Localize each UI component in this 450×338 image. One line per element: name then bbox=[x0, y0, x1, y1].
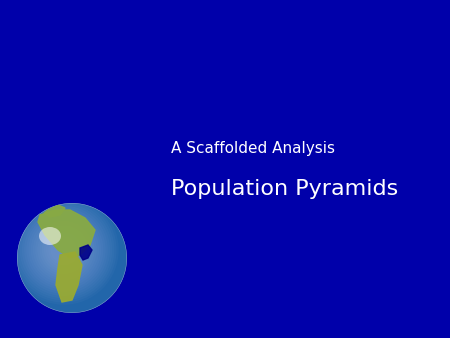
Polygon shape bbox=[80, 245, 92, 260]
Polygon shape bbox=[420, 150, 450, 338]
Ellipse shape bbox=[210, 70, 410, 230]
Polygon shape bbox=[0, 0, 140, 220]
Polygon shape bbox=[38, 210, 95, 258]
Polygon shape bbox=[195, 160, 370, 338]
Polygon shape bbox=[220, 0, 450, 130]
Text: Population Pyramids: Population Pyramids bbox=[171, 179, 398, 199]
Polygon shape bbox=[56, 252, 82, 302]
Polygon shape bbox=[44, 205, 65, 217]
Text: A Scaffolded Analysis: A Scaffolded Analysis bbox=[171, 141, 335, 156]
Ellipse shape bbox=[39, 227, 61, 245]
Circle shape bbox=[17, 203, 127, 313]
Polygon shape bbox=[350, 0, 450, 200]
Ellipse shape bbox=[320, 0, 450, 90]
